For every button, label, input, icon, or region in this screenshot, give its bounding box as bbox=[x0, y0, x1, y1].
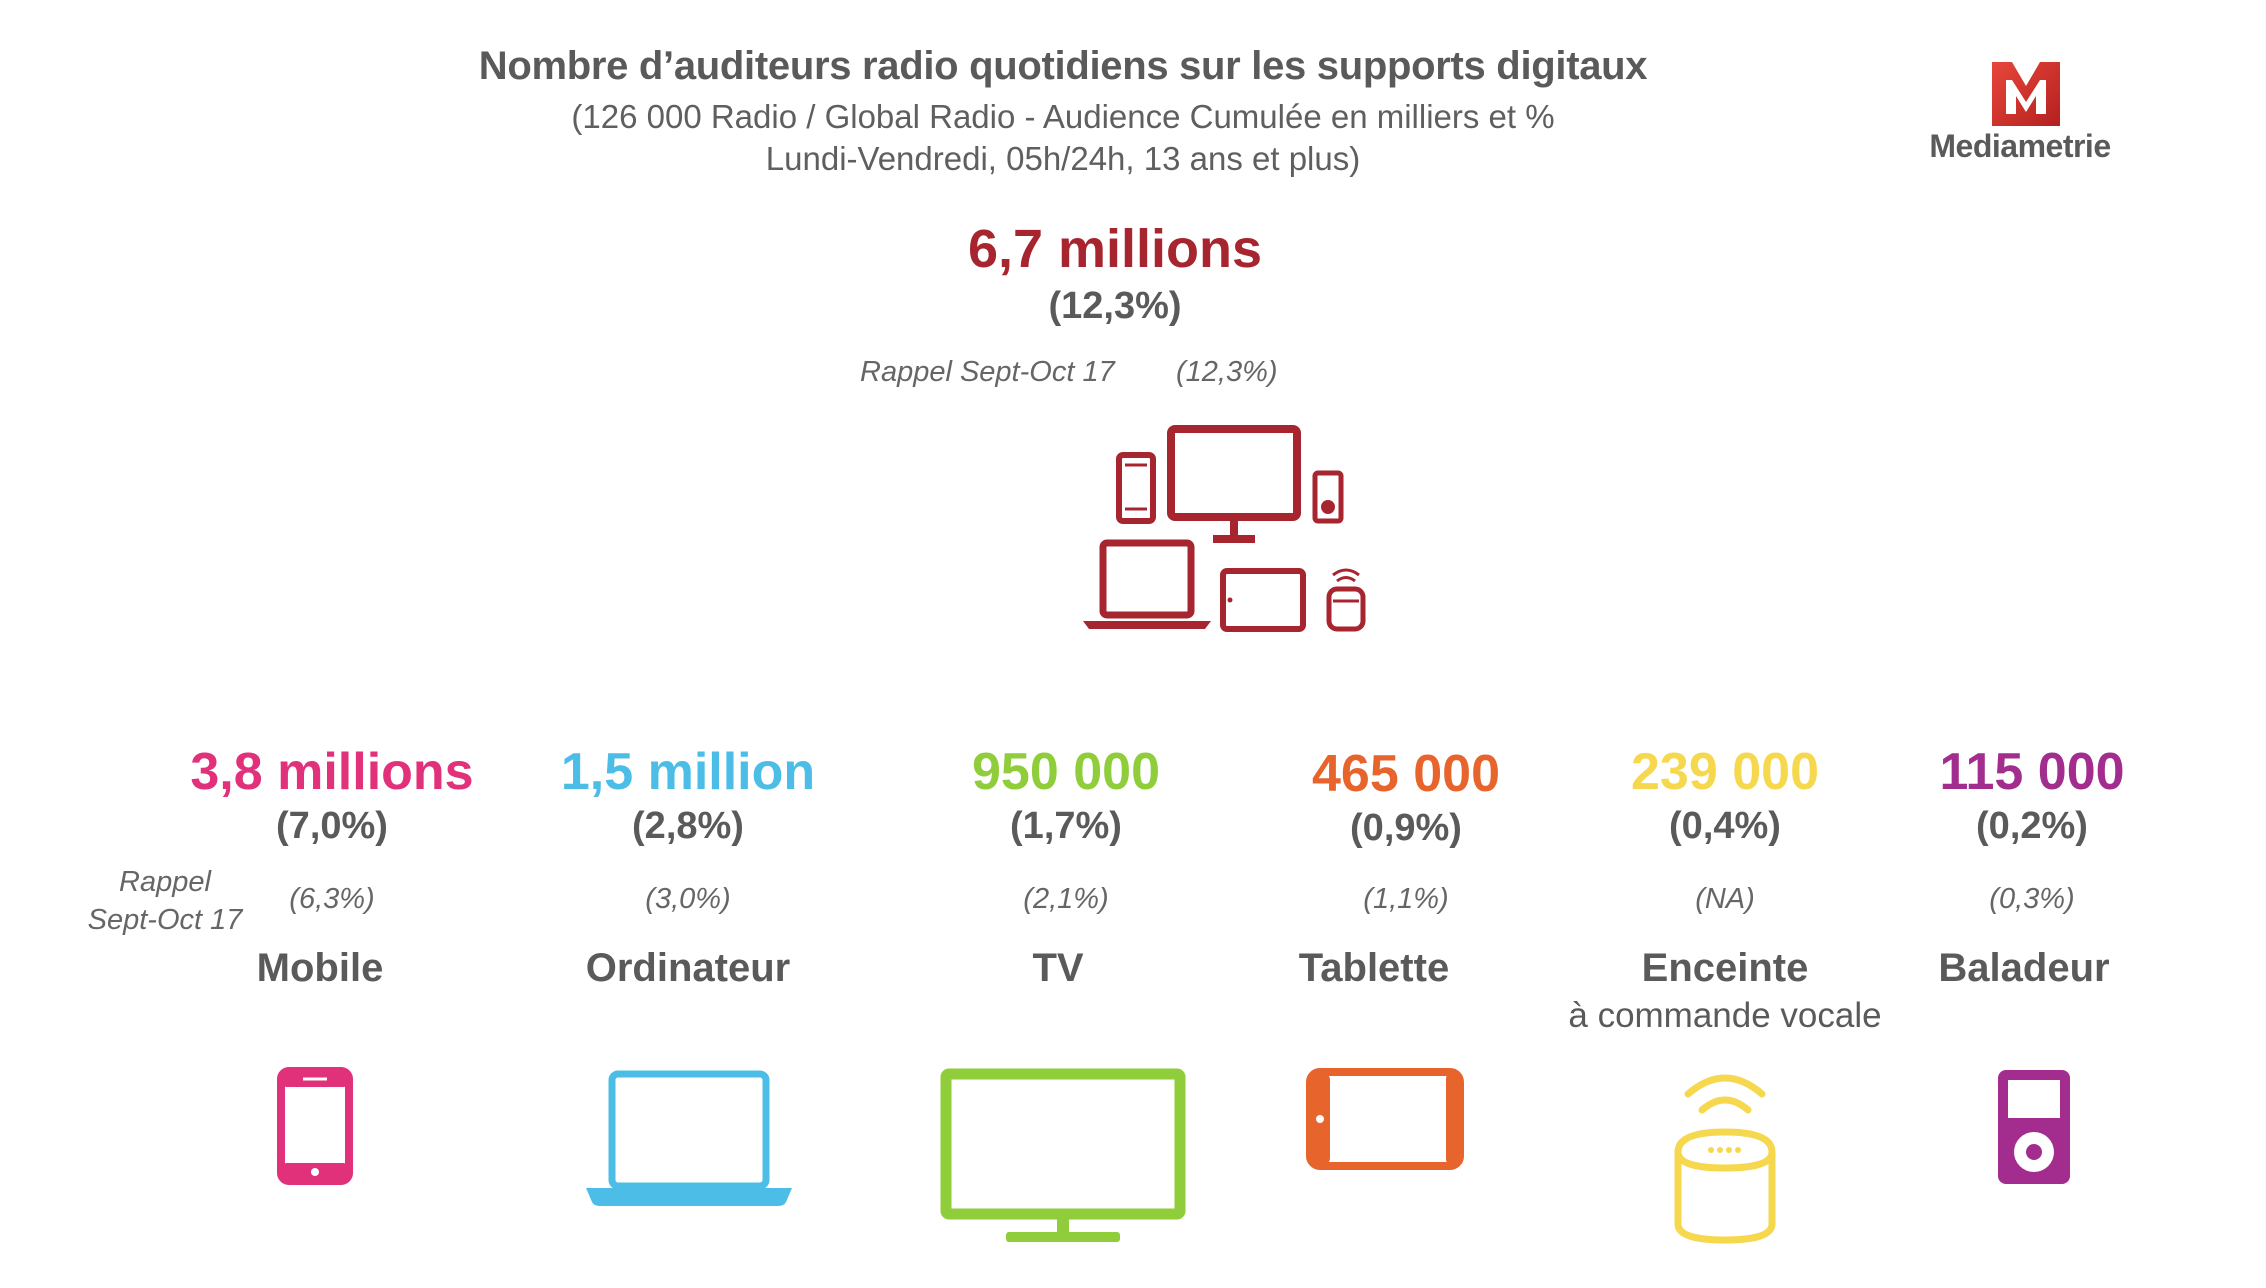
speaker-value: 239 000 bbox=[1631, 743, 1819, 801]
mediametrie-logo-icon bbox=[1992, 62, 2060, 126]
speaker-recall: (NA) bbox=[1695, 883, 1755, 915]
tv-recall: (2,1%) bbox=[1023, 883, 1109, 915]
speaker-sublabel: à commande vocale bbox=[1568, 996, 1882, 1035]
mobile-value: 3,8 millions bbox=[190, 743, 474, 801]
tv-value: 950 000 bbox=[972, 743, 1160, 801]
tablet-value: 465 000 bbox=[1312, 745, 1500, 803]
music-player-label: Baladeur bbox=[1938, 946, 2110, 990]
laptop-icon bbox=[586, 1070, 792, 1206]
total-recall-pct: (12,3%) bbox=[1176, 356, 1278, 388]
mobile-recall: (6,3%) bbox=[289, 883, 375, 915]
smart-speaker-icon bbox=[1674, 1074, 1776, 1244]
laptop-value: 1,5 million bbox=[560, 743, 816, 801]
total-listeners-value: 6,7 millions bbox=[967, 219, 1263, 279]
music-player-value: 115 000 bbox=[1939, 743, 2125, 801]
music-player-recall: (0,3%) bbox=[1989, 883, 2075, 915]
recall-label-line-1: Rappel bbox=[119, 866, 211, 898]
subtitle-line-2: Lundi-Vendredi, 05h/24h, 13 ans et plus) bbox=[765, 140, 1361, 177]
recall-label-line-2: Sept-Oct 17 bbox=[87, 904, 243, 936]
laptop-pct: (2,8%) bbox=[632, 805, 744, 847]
tv-pct: (1,7%) bbox=[1010, 805, 1122, 847]
tablet-recall: (1,1%) bbox=[1363, 883, 1449, 915]
mobile-label: Mobile bbox=[256, 946, 384, 990]
total-recall-label: Rappel Sept-Oct 17 bbox=[860, 356, 1115, 388]
page-title: Nombre d’auditeurs radio quotidiens sur … bbox=[478, 44, 1648, 88]
mobile-icon bbox=[277, 1067, 353, 1185]
tablet-pct: (0,9%) bbox=[1350, 807, 1462, 849]
speaker-pct: (0,4%) bbox=[1669, 805, 1781, 847]
logo-wordmark: Mediametrie bbox=[1929, 128, 2111, 164]
music-player-pct: (0,2%) bbox=[1976, 805, 2088, 847]
speaker-label: Enceinte bbox=[1641, 946, 1809, 990]
total-listeners-pct: (12,3%) bbox=[1048, 285, 1182, 327]
subtitle-line-1: (126 000 Radio / Global Radio - Audience… bbox=[571, 98, 1555, 135]
mobile-pct: (7,0%) bbox=[276, 805, 388, 847]
all-devices-icon bbox=[1083, 425, 1366, 632]
tv-icon bbox=[940, 1068, 1186, 1242]
laptop-label: Ordinateur bbox=[585, 946, 791, 990]
tv-label: TV bbox=[1032, 946, 1084, 990]
laptop-recall: (3,0%) bbox=[645, 883, 731, 915]
tablet-icon bbox=[1306, 1068, 1464, 1170]
music-player-icon bbox=[1998, 1070, 2070, 1184]
tablet-label: Tablette bbox=[1298, 946, 1450, 990]
